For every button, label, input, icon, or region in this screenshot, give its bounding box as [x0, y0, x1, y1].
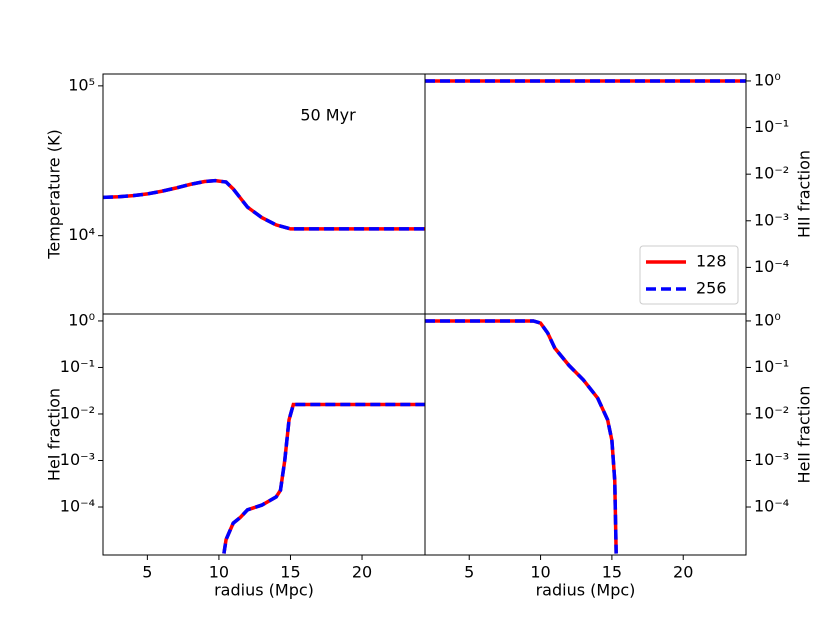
data-line: [425, 319, 618, 554]
y-tick-label: 10⁰: [754, 310, 781, 329]
y-axis-label: HeII fraction: [795, 386, 814, 484]
data-line: [222, 402, 425, 554]
y-tick-label: 10⁻²: [754, 164, 789, 183]
y-tick-label: 10⁻⁴: [754, 257, 789, 276]
y-tick-label: 10⁻³: [60, 450, 95, 469]
y-tick-label: 10⁻⁴: [754, 497, 789, 516]
plot-area: [425, 319, 618, 554]
y-tick-label: 10⁻²: [60, 403, 95, 422]
x-tick-label: 5: [142, 563, 152, 582]
y-tick-label: 10⁰: [754, 70, 781, 89]
y-tick-label: 10⁰: [68, 310, 95, 329]
y-axis-label: HII fraction: [795, 150, 814, 238]
y-tick-label: 10⁻³: [754, 210, 789, 229]
y-tick-label: 10⁻²: [754, 403, 789, 422]
y-tick-label: 10⁻³: [754, 450, 789, 469]
data-line: [103, 178, 425, 231]
data-line: [103, 178, 425, 231]
y-tick-label: 10⁻¹: [60, 357, 95, 376]
y-tick-label: 10⁻¹: [754, 117, 789, 136]
x-tick-label: 10: [530, 563, 550, 582]
x-tick-label: 15: [280, 563, 300, 582]
x-tick-label: 5: [464, 563, 474, 582]
y-tick-label: 10⁵: [68, 75, 95, 94]
data-line: [222, 402, 425, 554]
x-tick-label: 15: [602, 563, 622, 582]
axes-frame: [102, 313, 426, 556]
y-tick-label: 10⁴: [68, 225, 95, 244]
plot-area: [222, 402, 425, 554]
data-line: [425, 319, 618, 554]
x-tick-label: 20: [673, 563, 693, 582]
x-axis-label: radius (Mpc): [214, 581, 314, 600]
y-axis-label: HeI fraction: [45, 388, 64, 481]
x-axis-label: radius (Mpc): [536, 581, 636, 600]
annotation: 50 Myr: [300, 106, 356, 125]
axes-frame: [424, 313, 747, 556]
y-tick-label: 10⁻⁴: [60, 497, 95, 516]
x-tick-label: 20: [352, 563, 372, 582]
legend-label: 256: [696, 279, 727, 298]
y-tick-label: 10⁻¹: [754, 357, 789, 376]
y-axis-label: Temperature (K): [45, 129, 64, 259]
plot-area: [103, 178, 425, 231]
x-tick-label: 10: [209, 563, 229, 582]
legend-label: 128: [696, 252, 727, 271]
